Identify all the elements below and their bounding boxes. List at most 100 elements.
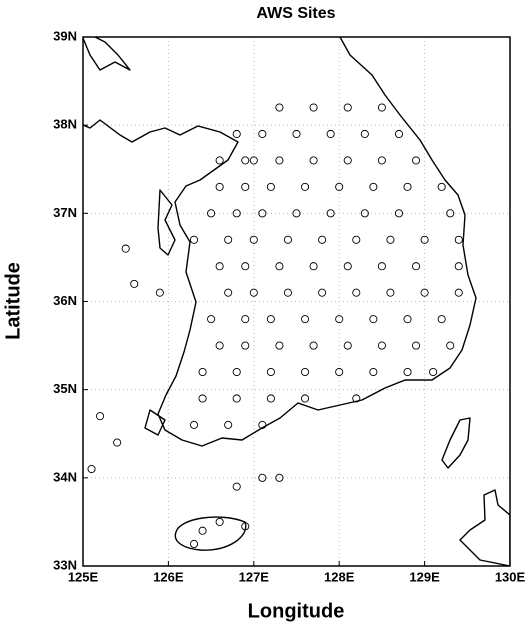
aws-site [335,182,344,191]
aws-site [130,279,139,288]
aws-site [292,129,301,139]
aws-site [249,235,258,244]
aws-site [224,288,233,297]
aws-site [437,315,446,324]
aws-site [318,288,327,297]
aws-site [369,315,378,324]
aws-site [309,262,318,271]
aws-site [454,262,463,271]
chart-title: AWS Sites [256,5,335,22]
aws-site [87,464,96,474]
aws-site [249,156,258,165]
aws-site [352,235,361,244]
aws-site [198,394,207,403]
aws-site [352,288,361,297]
aws-site [241,156,250,165]
aws-site [215,517,224,526]
aws-site [446,341,455,350]
aws-site [258,129,267,139]
aws-site [412,156,421,165]
aws-site [412,262,421,271]
aws-site [224,420,233,429]
aws-site [343,103,352,112]
aws-site [275,341,284,350]
aws-site [377,103,386,112]
aws-site [266,315,275,324]
y-axis-label: Latitude [2,262,24,340]
aws-site [386,288,395,297]
x-tick-label: 125E [68,569,99,584]
aws-site [386,235,395,244]
aws-site [283,235,293,244]
aws-site [403,182,412,191]
aws-site [275,103,284,112]
coastline [459,489,510,566]
aws-site [420,288,429,297]
aws-site [335,367,344,377]
aws-site [454,235,463,244]
aws-site [215,262,224,271]
coastline [157,189,176,256]
aws-site [394,129,404,139]
aws-site [189,420,199,429]
x-tick-label: 127E [239,569,270,584]
x-axis-label: Longitude [248,600,345,622]
aws-site [352,394,361,403]
plot-frame [82,36,511,567]
aws-site [275,473,284,482]
aws-site [241,341,250,350]
aws-site [275,156,284,165]
aws-site [292,209,301,218]
aws-site [215,156,224,165]
aws-site [258,473,267,482]
aws-site [343,341,352,350]
aws-site [454,288,463,297]
aws-site [266,367,275,377]
aws-site [377,262,386,271]
coastline [144,409,166,436]
y-tick-label: 35N [53,381,77,396]
coastline [83,37,477,447]
y-tick-label: 36N [53,293,77,308]
aws-site [377,156,386,165]
aws-site [343,156,352,165]
aws-site [377,341,386,350]
aws-site [394,209,404,218]
aws-site [232,367,241,377]
aws-site [215,341,224,350]
aws-site [300,367,310,377]
aws-site [446,209,455,218]
aws-site [360,129,369,139]
aws-site [266,182,275,191]
y-tick-label: 39N [53,28,77,43]
aws-site [207,315,216,324]
coastline [83,37,131,71]
y-tick-label: 34N [53,469,77,484]
aws-site [113,438,122,447]
aws-site [198,367,207,377]
aws-site [318,235,327,244]
aws-site [241,315,250,324]
x-tick-label: 128E [324,569,355,584]
aws-site [232,129,241,139]
aws-site [224,235,233,244]
aws-site [189,539,199,549]
aws-site [300,182,310,191]
aws-site [155,288,164,297]
aws-site [232,394,241,403]
aws-site [121,244,130,253]
aws-site [283,288,293,297]
aws-site [215,182,224,191]
aws-site [241,262,250,271]
aws-site [266,394,275,403]
aws-site [335,315,344,324]
aws-site [241,182,250,191]
coastline [174,516,247,551]
aws-site [258,209,267,218]
x-tick-label: 129E [409,569,440,584]
aws-site [326,129,335,139]
aws-site [249,288,258,297]
aws-site [343,262,352,271]
x-tick-label: 126E [153,569,184,584]
